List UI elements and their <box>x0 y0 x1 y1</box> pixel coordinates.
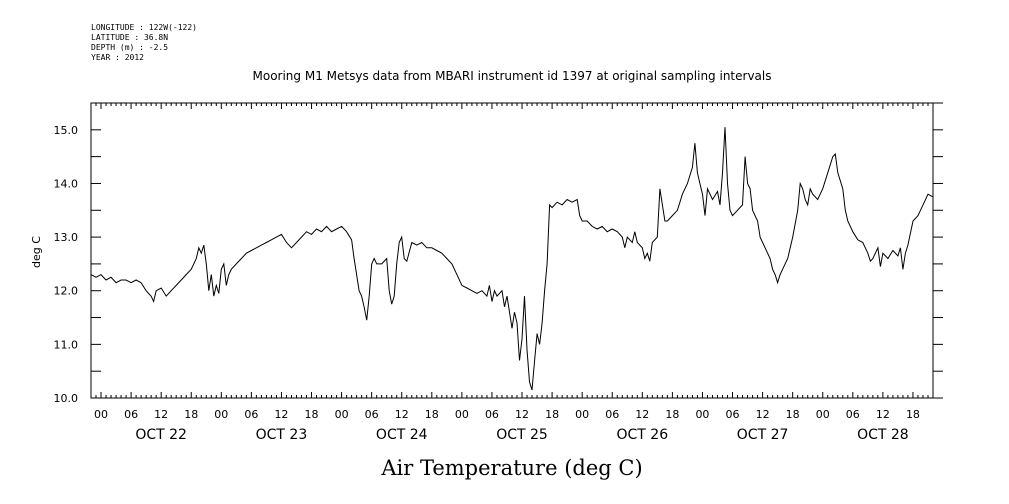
year-label: YEAR : 2012 <box>91 53 144 62</box>
x-tick-label: 18 <box>786 408 800 421</box>
y-tick-label: 11.0 <box>54 338 79 351</box>
y-tick-label: 15.0 <box>54 124 79 137</box>
y-axis-tick-labels: 10.0 11.0 12.0 13.0 14.0 15.0 <box>54 124 79 405</box>
plot-frame <box>90 102 934 399</box>
x-tick-label: 00 <box>816 408 830 421</box>
x-tick-label: 06 <box>726 408 740 421</box>
x-tick-label: 00 <box>575 408 589 421</box>
y-axis-label: deg C <box>30 236 43 268</box>
x-day-label: OCT 26 <box>616 427 668 443</box>
x-tick-label: 06 <box>124 408 138 421</box>
y-tick-label: 12.0 <box>54 285 79 298</box>
x-tick-label: 12 <box>395 408 409 421</box>
x-tick-label: 12 <box>274 408 288 421</box>
chart-title: Mooring M1 Metsys data from MBARI instru… <box>253 69 772 83</box>
x-tick-label: 00 <box>455 408 469 421</box>
x-day-label: OCT 27 <box>737 427 789 443</box>
x-tick-label: 18 <box>906 408 920 421</box>
x-tick-label: 12 <box>515 408 529 421</box>
x-tick-label: 00 <box>695 408 709 421</box>
x-tick-label: 18 <box>184 408 198 421</box>
x-tick-label: 12 <box>756 408 770 421</box>
x-tick-label: 06 <box>244 408 258 421</box>
x-axis-label: Air Temperature (deg C) <box>380 456 642 480</box>
x-axis-ticks <box>90 103 934 398</box>
x-day-label: OCT 28 <box>857 427 909 443</box>
y-tick-label: 10.0 <box>54 392 79 405</box>
x-tick-label: 18 <box>545 408 559 421</box>
longitude-label: LONGITUDE : 122W(-122) <box>91 23 197 32</box>
x-tick-label: 06 <box>846 408 860 421</box>
series-layer <box>90 127 934 391</box>
x-tick-label: 00 <box>335 408 349 421</box>
y-tick-label: 14.0 <box>54 177 79 190</box>
x-axis-day-labels: OCT 22 OCT 23 OCT 24 OCT 25 OCT 26 OCT 27 OCT … <box>135 427 908 443</box>
y-tick-label: 13.0 <box>54 231 79 244</box>
x-day-label: OCT 22 <box>135 427 187 443</box>
x-tick-label: 00 <box>214 408 228 421</box>
x-tick-label: 06 <box>605 408 619 421</box>
x-tick-label: 18 <box>305 408 319 421</box>
x-tick-label: 12 <box>635 408 649 421</box>
x-tick-label: 18 <box>665 408 679 421</box>
x-tick-label: 12 <box>876 408 890 421</box>
x-day-label: OCT 24 <box>376 427 428 443</box>
series-line <box>90 127 934 391</box>
x-tick-label: 18 <box>425 408 439 421</box>
x-axis-tick-labels: 00 06 12 18 00 06 12 18 00 06 12 18 00 06 12 18 00 06 12 18… <box>94 408 920 421</box>
depth-label: DEPTH (m) : -2.5 <box>91 43 168 52</box>
x-day-label: OCT 23 <box>256 427 308 443</box>
x-tick-label: 06 <box>365 408 379 421</box>
y-axis-ticks <box>91 102 943 399</box>
x-tick-label: 06 <box>485 408 499 421</box>
x-day-label: OCT 25 <box>496 427 548 443</box>
x-tick-label: 00 <box>94 408 108 421</box>
latitude-label: LATITUDE : 36.8N <box>91 33 168 42</box>
x-tick-label: 12 <box>154 408 168 421</box>
